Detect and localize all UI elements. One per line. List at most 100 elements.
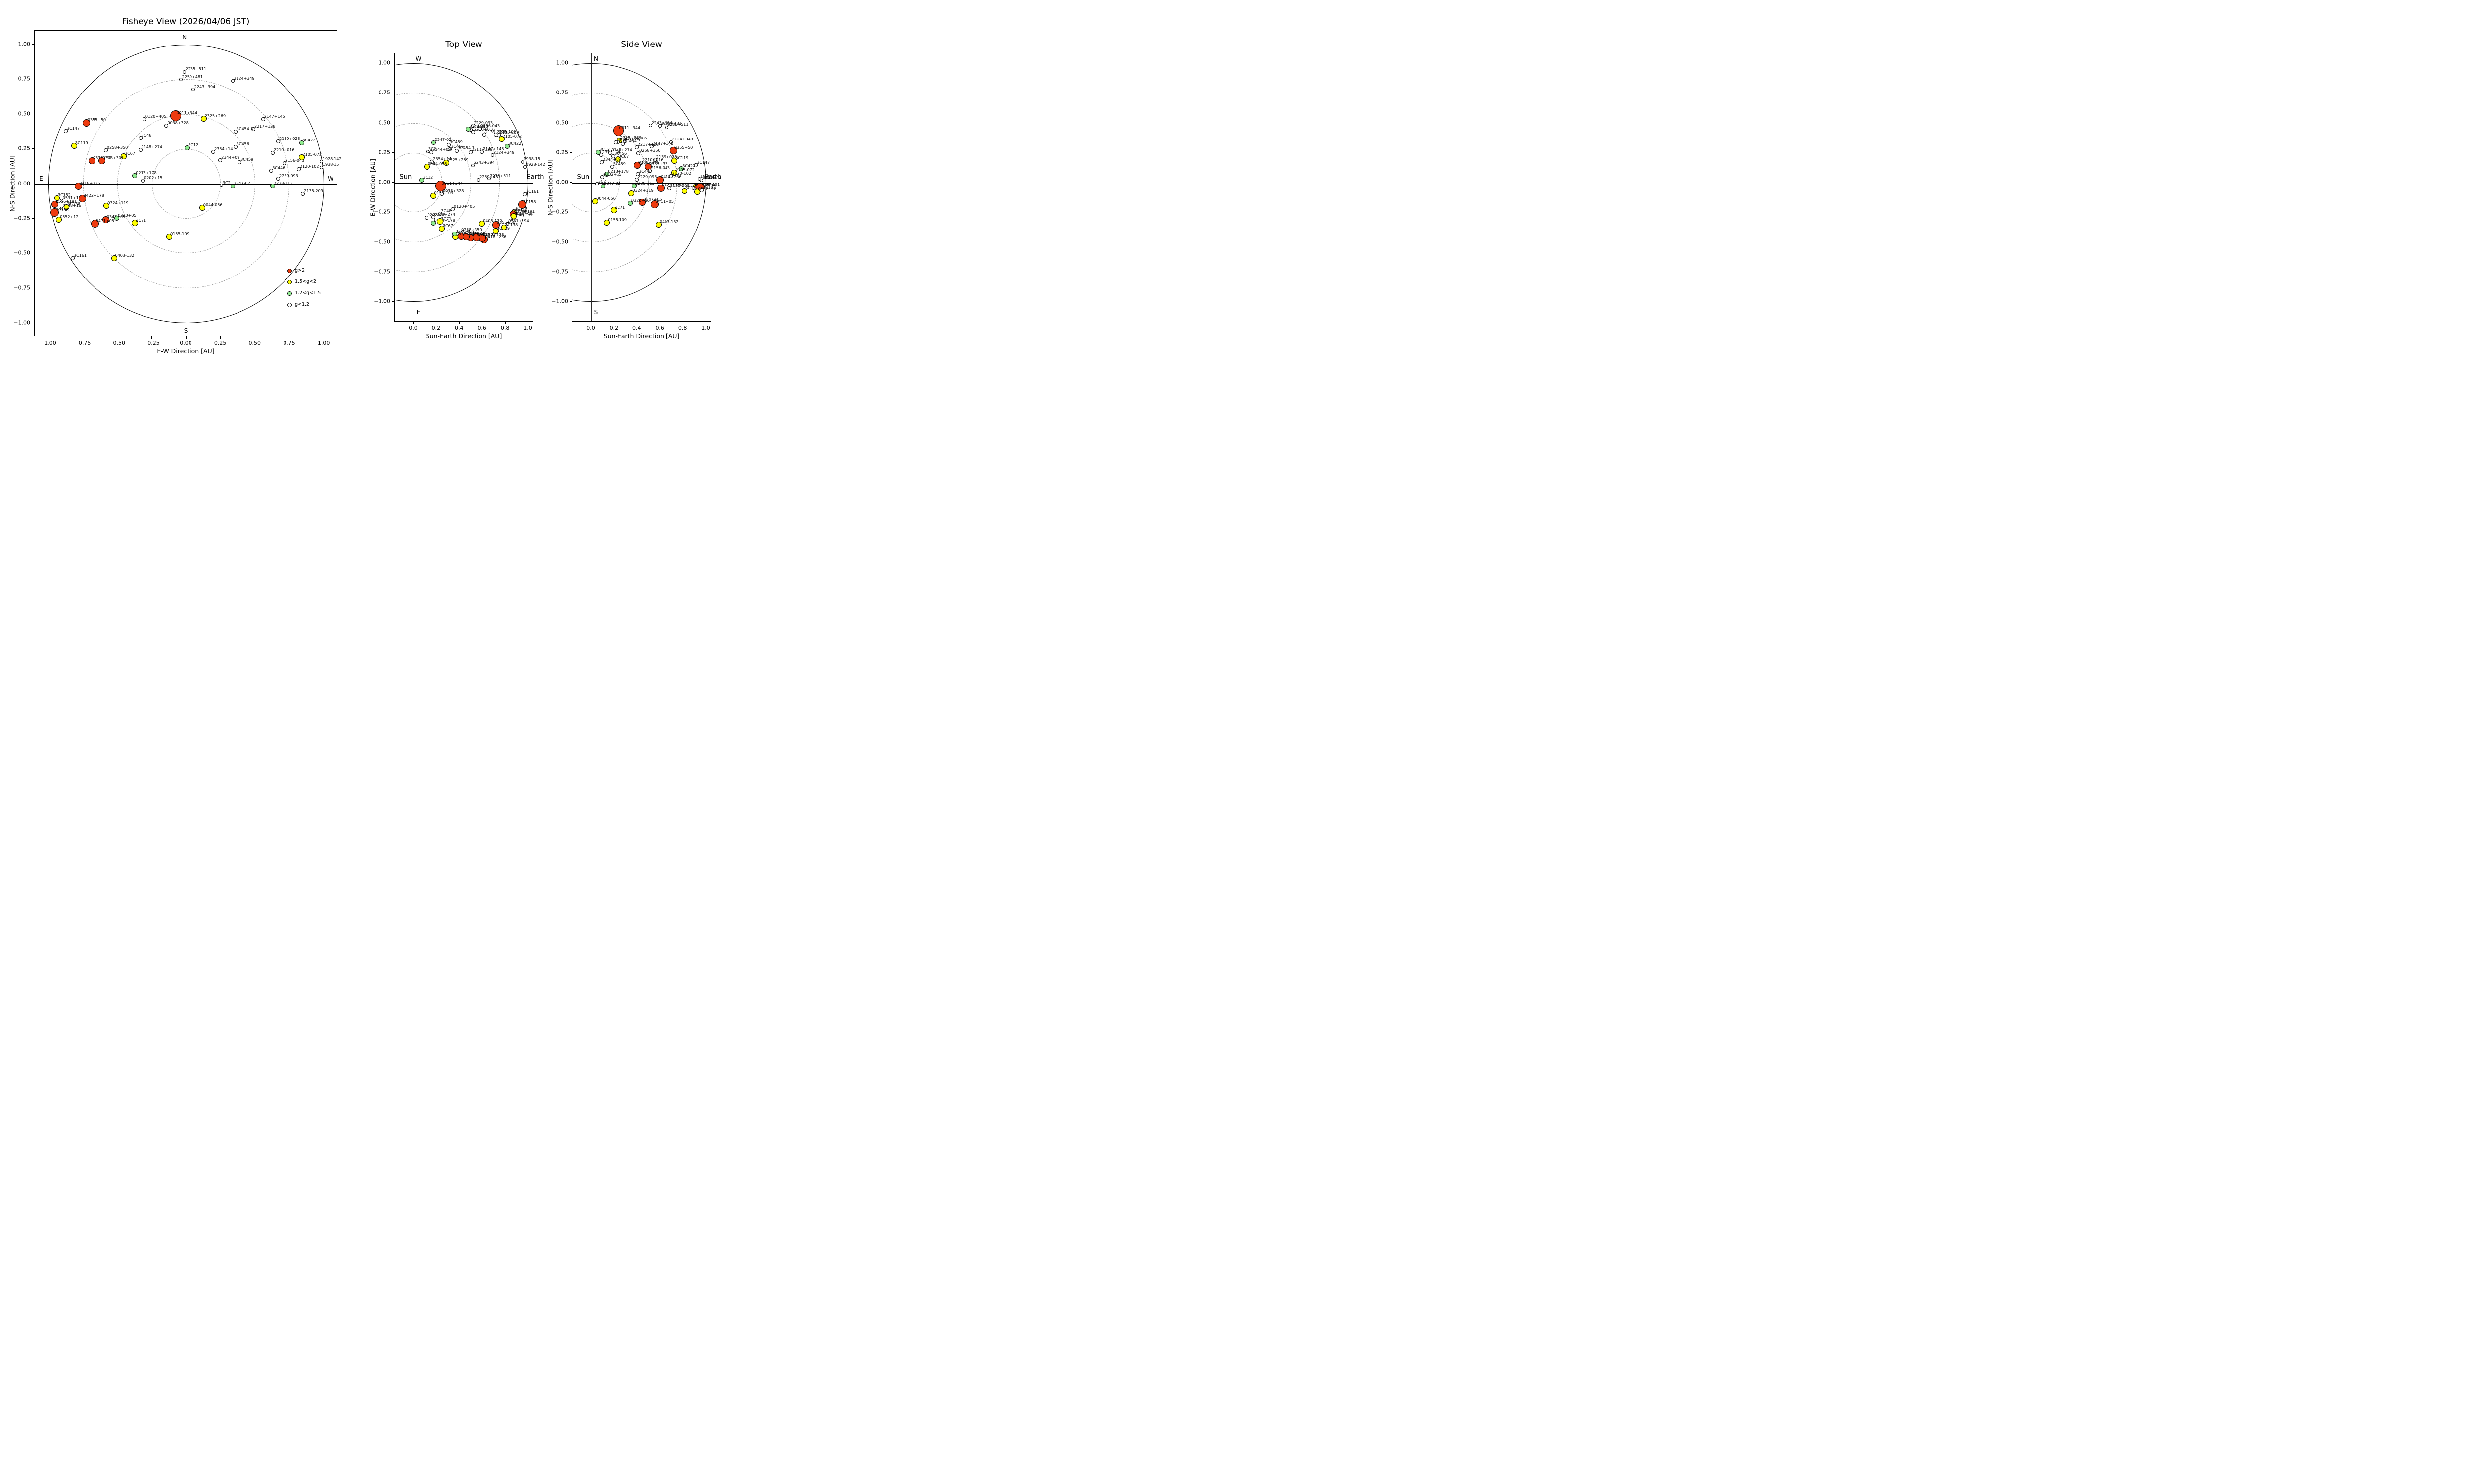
fisheye-plot <box>34 30 337 336</box>
x-tick-label: 0.8 <box>678 325 687 331</box>
sideview-grid-layer <box>572 53 711 321</box>
data-point-2105-072 <box>298 154 305 161</box>
data-point-2120-102 <box>296 167 301 172</box>
data-point-3C454.3 <box>455 149 459 153</box>
data-point-0011+344 <box>435 181 446 192</box>
data-point-3C12 <box>419 178 425 183</box>
data-point-0320+05 <box>452 231 457 236</box>
point-label: 3C161 <box>74 253 87 258</box>
point-label: 0213+178 <box>136 171 157 176</box>
y-tick-label: −0.50 <box>13 249 30 256</box>
data-point-2135-209 <box>301 191 305 196</box>
point-label: 3C446 <box>272 166 285 171</box>
y-tick-mark <box>32 44 34 45</box>
legend-marker <box>287 280 292 284</box>
data-point-3C119 <box>493 228 499 234</box>
x-tick-label: 0.25 <box>214 340 227 346</box>
data-point-0418+236 <box>656 176 664 184</box>
point-label: 2120-102 <box>299 164 319 169</box>
data-point-3C422 <box>679 166 684 172</box>
x-tick-label: −0.50 <box>108 340 126 346</box>
y-tick-label: 0.00 <box>18 180 31 186</box>
point-label: 0422+178 <box>83 193 104 198</box>
point-label: 0155-109 <box>170 232 190 236</box>
compass-label-earth: Earth <box>526 173 544 181</box>
data-point-2344+09 <box>600 160 604 165</box>
data-point-1928-142 <box>523 165 527 169</box>
data-point-0308+305 <box>633 162 641 169</box>
sideview-plot <box>572 53 711 322</box>
data-point-2354+14 <box>430 160 434 164</box>
y-tick-label: 0.75 <box>18 75 31 82</box>
compass-label-n: N <box>182 34 187 41</box>
data-point-2344+09 <box>218 158 223 163</box>
data-point-0213+178 <box>604 172 610 177</box>
data-point-0347+05 <box>102 216 109 223</box>
data-point-0333+32 <box>89 157 96 165</box>
data-point-0422+178 <box>657 184 665 192</box>
point-label: 2139+028 <box>656 155 677 160</box>
data-point-0258+350 <box>636 151 641 156</box>
data-point-0355+50 <box>669 146 677 154</box>
point-label: 3C2 <box>222 180 231 185</box>
point-label: 2325+269 <box>447 158 469 163</box>
y-tick-label: 0.00 <box>378 179 391 186</box>
x-tick-label: 0.6 <box>477 325 486 331</box>
x-tick-mark <box>413 322 414 324</box>
point-label: 2354+14 <box>214 147 233 152</box>
point-label: 2124+349 <box>234 76 255 81</box>
legend-label: 1.2<g<1.5 <box>295 290 321 296</box>
point-label: 0148+274 <box>611 147 632 152</box>
point-label: 0213+178 <box>608 169 629 174</box>
point-label: 0308+305 <box>102 156 124 161</box>
figure-canvas: Fisheye View (2026/04/06 JST) E-W Directi… <box>0 0 742 371</box>
point-label: 2235+511 <box>185 67 207 72</box>
x-tick-label: 0.4 <box>455 325 464 331</box>
data-point-2120-102 <box>669 174 673 178</box>
data-point-0155-109 <box>604 219 610 226</box>
point-label: 0531+194 <box>62 195 84 200</box>
y-tick-label: −1.00 <box>13 319 30 326</box>
point-label: 2238-113 <box>635 181 655 186</box>
data-point-0120+405 <box>451 207 455 212</box>
point-label: 2243+394 <box>651 120 672 125</box>
point-label: 0258+350 <box>461 228 482 232</box>
point-label: 2325+269 <box>204 113 226 118</box>
point-label: 3C152 <box>515 207 527 212</box>
data-point-0202+15 <box>141 178 145 183</box>
point-label: 3C138 <box>67 202 81 207</box>
y-tick-mark <box>32 218 34 219</box>
data-point-0258+350 <box>103 148 108 153</box>
point-label: 0552+12 <box>515 211 533 216</box>
data-point-2135-209 <box>667 186 671 191</box>
data-point-3C12 <box>185 145 190 150</box>
point-label: 0403-132 <box>659 219 679 224</box>
point-label: 2156-043 <box>285 158 305 163</box>
data-point-2238-113 <box>270 184 276 189</box>
point-label: 3C67 <box>443 223 453 228</box>
point-label: 0038+328 <box>167 120 189 125</box>
data-point-3C2 <box>595 182 599 186</box>
data-point-3C459 <box>610 164 614 169</box>
compass-label-sun: Sun <box>577 173 590 181</box>
data-point-3C158 <box>50 208 59 217</box>
data-point-2229-093 <box>471 123 475 128</box>
point-label: 2243+394 <box>194 84 216 89</box>
point-label: 2325+269 <box>620 135 642 140</box>
point-label: 1928-142 <box>702 175 722 180</box>
point-label: 3C67 <box>618 154 629 159</box>
data-point-0320+05 <box>114 215 120 221</box>
compass-label-w: W <box>415 55 422 62</box>
point-label: 0011+344 <box>441 181 463 186</box>
data-point-2229-093 <box>276 176 281 181</box>
point-label: 0556+191 <box>55 199 77 204</box>
data-point-3C446 <box>636 172 640 177</box>
point-label: 0324+119 <box>632 188 654 193</box>
point-label: 2210+016 <box>474 127 495 132</box>
y-tick-label: 1.00 <box>378 59 391 66</box>
y-tick-label: 0.00 <box>556 179 569 186</box>
point-label: 3C12 <box>423 175 433 180</box>
point-label: 3C2 <box>428 146 436 151</box>
point-label: 2235+511 <box>667 122 689 127</box>
data-point-2147+145 <box>480 149 484 154</box>
